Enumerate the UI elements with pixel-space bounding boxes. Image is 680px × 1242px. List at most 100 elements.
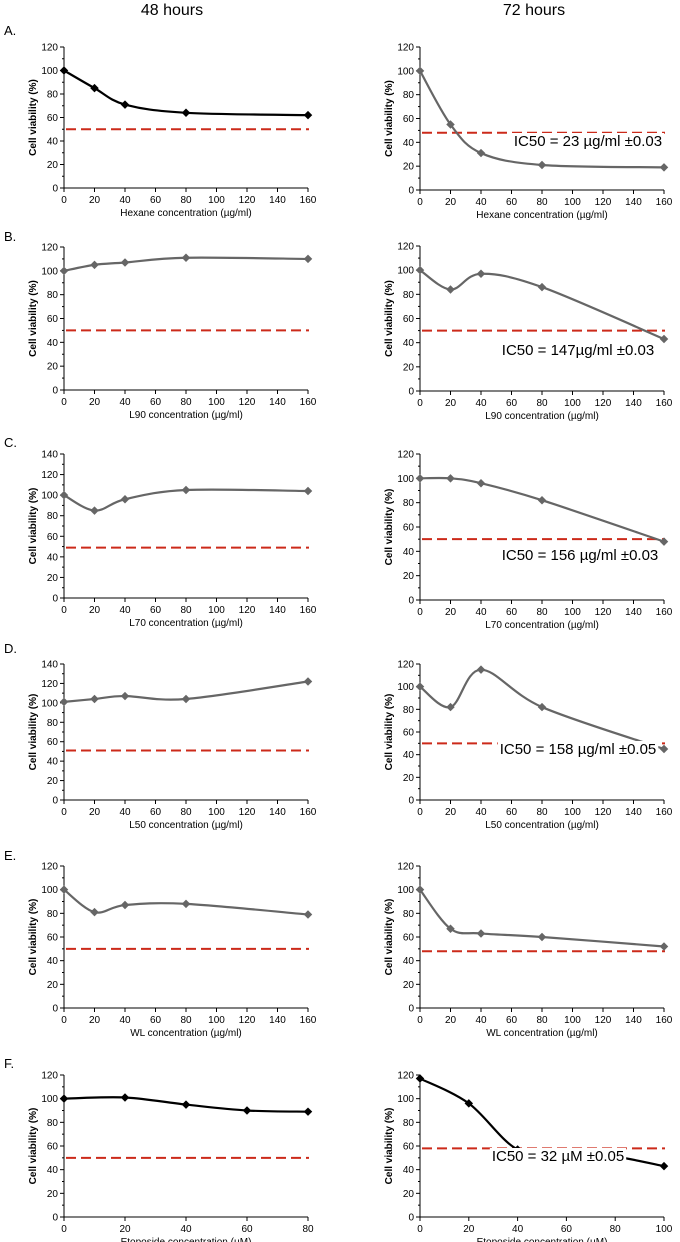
y-tick-label: 60 xyxy=(47,113,59,124)
x-tick-label: 60 xyxy=(506,398,518,409)
x-tick-label: 60 xyxy=(506,197,518,208)
y-tick-label: 100 xyxy=(397,266,414,277)
x-tick-label: 80 xyxy=(536,1015,548,1026)
x-axis-label: Etoposide concentration (µM) xyxy=(121,1237,252,1242)
y-tick-label: 60 xyxy=(47,737,59,748)
y-axis-label: Cell viability (%) xyxy=(384,80,395,157)
y-tick-label: 80 xyxy=(47,1118,59,1129)
x-tick-label: 120 xyxy=(595,1015,612,1026)
panel-label: A. xyxy=(4,23,16,38)
x-axis-label: L70 concentration (µg/ml) xyxy=(485,620,599,631)
y-tick-label: 120 xyxy=(41,679,58,690)
x-tick-label: 120 xyxy=(239,397,256,408)
x-axis-label: L90 concentration (µg/ml) xyxy=(129,410,243,421)
series-line-l50 xyxy=(419,668,665,751)
chart-panel-4: 0 20 40 60 80 100 120 0 20 40 60 80 100 120 140 160 L90 … xyxy=(384,242,673,423)
y-tick-label: 80 xyxy=(403,705,415,716)
x-tick-label: 20 xyxy=(89,397,101,408)
data-point xyxy=(446,474,455,483)
y-tick-label: 120 xyxy=(41,862,58,873)
chart-panel-8: 0 20 40 60 80 100 120 0 20 40 60 80 100 120 140 160 L50 … xyxy=(384,660,673,832)
x-tick-label: 140 xyxy=(625,398,642,409)
x-tick-label: 80 xyxy=(536,807,548,818)
data-point xyxy=(181,694,191,704)
y-tick-label: 60 xyxy=(47,532,59,543)
data-point xyxy=(181,1100,191,1109)
x-tick-label: 0 xyxy=(417,1015,423,1026)
x-tick-label: 80 xyxy=(180,1015,192,1026)
x-tick-label: 0 xyxy=(417,1224,423,1235)
x-tick-label: 40 xyxy=(119,807,131,818)
data-point xyxy=(303,110,313,120)
data-point xyxy=(120,495,130,504)
x-tick-label: 80 xyxy=(180,807,192,818)
x-axis-label: WL concentration (µg/ml) xyxy=(486,1028,598,1039)
series-line-wl xyxy=(63,888,309,916)
y-tick-label: 40 xyxy=(403,138,415,149)
y-tick-label: 100 xyxy=(397,885,414,896)
y-tick-label: 60 xyxy=(47,933,59,944)
x-axis-label: L50 concentration (µg/ml) xyxy=(485,820,599,831)
series-line-l50 xyxy=(63,680,309,703)
x-tick-label: 120 xyxy=(595,398,612,409)
y-tick-label: 40 xyxy=(403,956,415,967)
data-point xyxy=(59,697,69,707)
y-tick-label: 0 xyxy=(408,387,414,398)
y-tick-label: 20 xyxy=(403,571,415,582)
y-axis-label: Cell viability (%) xyxy=(28,1108,39,1185)
series-line-wl xyxy=(419,888,665,948)
data-point xyxy=(415,885,425,894)
x-tick-label: 100 xyxy=(208,605,225,616)
ic50-annotation: IC50 = 156 µg/ml ±0.03 xyxy=(502,547,659,564)
x-tick-label: 0 xyxy=(417,607,423,618)
data-point xyxy=(90,506,99,515)
x-tick-label: 40 xyxy=(119,397,131,408)
y-tick-label: 0 xyxy=(52,184,58,195)
x-tick-label: 40 xyxy=(475,398,487,409)
y-tick-label: 60 xyxy=(403,933,415,944)
chart-panel-3: B. 0 20 40 60 80 100 120 0 20 40 60 80 100 120 140 160 L9… xyxy=(4,229,317,421)
data-point xyxy=(120,258,130,267)
x-tick-label: 160 xyxy=(300,397,317,408)
x-tick-label: 60 xyxy=(506,1015,518,1026)
panel-label: E. xyxy=(4,848,16,863)
data-point xyxy=(90,907,99,917)
x-tick-label: 20 xyxy=(445,398,457,409)
x-tick-label: 140 xyxy=(269,1015,286,1026)
data-point xyxy=(415,265,425,275)
x-tick-label: 20 xyxy=(89,605,101,616)
y-tick-label: 80 xyxy=(47,718,59,729)
y-tick-label: 100 xyxy=(397,66,414,77)
chart-panel-2: 0 20 40 60 80 100 120 0 20 40 60 80 100 120 140 160 Hexa… xyxy=(384,43,673,222)
y-axis-label: Cell viability (%) xyxy=(384,280,395,357)
data-point xyxy=(415,682,425,691)
annotation-background xyxy=(497,741,659,758)
y-axis-label: Cell viability (%) xyxy=(384,489,395,566)
y-tick-label: 120 xyxy=(41,243,58,254)
x-tick-label: 140 xyxy=(269,807,286,818)
data-point xyxy=(181,253,191,262)
x-tick-label: 20 xyxy=(445,607,457,618)
x-axis-label: WL concentration (µg/ml) xyxy=(130,1028,242,1039)
x-tick-label: 0 xyxy=(61,1015,67,1026)
x-tick-label: 60 xyxy=(561,1224,573,1235)
x-tick-label: 80 xyxy=(180,605,192,616)
x-tick-label: 60 xyxy=(506,807,518,818)
data-point xyxy=(303,254,313,264)
ic50-annotation: IC50 = 23 µg/ml ±0.03 xyxy=(514,133,662,150)
x-tick-label: 160 xyxy=(300,807,317,818)
x-tick-label: 20 xyxy=(445,197,457,208)
x-tick-label: 120 xyxy=(595,197,612,208)
data-point xyxy=(446,285,455,294)
panel-label: C. xyxy=(4,435,17,450)
y-tick-label: 20 xyxy=(403,1189,415,1200)
data-point xyxy=(537,160,547,170)
y-tick-label: 60 xyxy=(403,523,415,534)
x-tick-label: 120 xyxy=(239,605,256,616)
data-point xyxy=(415,1074,425,1083)
data-point xyxy=(659,1161,669,1171)
data-point xyxy=(59,490,69,500)
chart-panels: A. 0 20 40 60 80 100 120 0 20 40 60 80 100 120 140 160 He… xyxy=(4,23,673,1242)
y-tick-label: 80 xyxy=(403,1118,415,1129)
